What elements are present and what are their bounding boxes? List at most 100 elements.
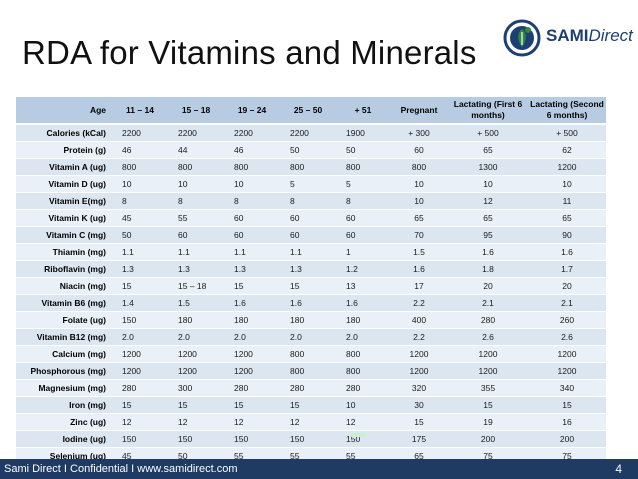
table-cell: 280 — [336, 379, 390, 397]
table-cell: 1.3 — [168, 260, 224, 278]
rda-table: Age 11 – 14 15 – 18 19 – 24 25 – 50 + 51 Pregn… — [16, 97, 606, 465]
table-cell: 10 — [224, 175, 280, 193]
table-cell: 17 — [390, 277, 448, 295]
table-cell: 11 — [528, 192, 606, 210]
decorative-mark — [350, 433, 366, 437]
table-cell: 10 — [336, 396, 390, 414]
table-row: Niacin (mg) 15 15 – 18 15 15 13 17 20 20 — [16, 277, 606, 295]
table-row: Thiamin (mg) 1.1 1.1 1.1 1.1 1 1.5 1.6 1.6 — [16, 243, 606, 261]
table-row: Folate (ug) 150 180 180 180 180 400 280 260 — [16, 311, 606, 329]
table-cell: 800 — [280, 345, 336, 363]
row-label: Thiamin (mg) — [16, 243, 112, 261]
table-cell: 2200 — [280, 124, 336, 142]
table-cell: 60 — [224, 209, 280, 227]
table-row: Vitamin C (mg) 50 60 60 60 60 70 95 90 — [16, 226, 606, 244]
table-row: Phosphorous (mg) 1200 1200 1200 800 800 1200 12… — [16, 362, 606, 380]
table-cell: 46 — [112, 141, 168, 159]
table-cell: 280 — [112, 379, 168, 397]
table-cell: 62 — [528, 141, 606, 159]
table-cell: 12 — [448, 192, 528, 210]
table-row: Protein (g) 46 44 46 50 50 60 65 62 — [16, 141, 606, 159]
row-label: Folate (ug) — [16, 311, 112, 329]
table-cell: 10 — [528, 175, 606, 193]
table-cell: + 500 — [448, 124, 528, 142]
table-cell: 800 — [390, 158, 448, 176]
table-cell: 15 — [390, 413, 448, 431]
column-header: + 51 — [336, 97, 390, 125]
table-cell: 70 — [390, 226, 448, 244]
table-cell: 8 — [224, 192, 280, 210]
table-cell: 2.6 — [528, 328, 606, 346]
table-cell: 15 — [280, 277, 336, 295]
table-cell: 200 — [528, 430, 606, 448]
table-cell: 65 — [528, 209, 606, 227]
table-row: Iron (mg) 15 15 15 15 10 30 15 15 — [16, 396, 606, 414]
row-label: Vitamin C (mg) — [16, 226, 112, 244]
table-cell: 800 — [112, 158, 168, 176]
table-cell: 800 — [168, 158, 224, 176]
table-cell: 1.6 — [336, 294, 390, 312]
table-cell: 10 — [112, 175, 168, 193]
table-cell: 1.5 — [390, 243, 448, 261]
table-cell: 1.8 — [448, 260, 528, 278]
table-cell: 800 — [336, 362, 390, 380]
table-cell: 1.6 — [448, 243, 528, 261]
table-cell: 1200 — [168, 345, 224, 363]
table-cell: 15 — [224, 396, 280, 414]
table-cell: 2.2 — [390, 328, 448, 346]
table-cell: 1200 — [224, 345, 280, 363]
logo-wordmark: SAMIDirect — [546, 26, 633, 46]
table-row: Vitamin E(mg) 8 8 8 8 8 10 12 11 — [16, 192, 606, 210]
page-number: 4 — [615, 462, 622, 476]
row-label: Protein (g) — [16, 141, 112, 159]
row-label: Riboflavin (mg) — [16, 260, 112, 278]
table-cell: 280 — [448, 311, 528, 329]
table-cell: 1200 — [112, 345, 168, 363]
table-row: Calories (kCal) 2200 2200 2200 2200 1900 + 300… — [16, 124, 606, 142]
table-cell: 300 — [168, 379, 224, 397]
table-cell: 2.0 — [112, 328, 168, 346]
table-row: Vitamin K (ug) 45 55 60 60 60 65 65 65 — [16, 209, 606, 227]
table-cell: 1200 — [390, 345, 448, 363]
table-cell: 55 — [168, 209, 224, 227]
table-cell: 1.5 — [168, 294, 224, 312]
table-cell: 46 — [224, 141, 280, 159]
table-cell: 280 — [224, 379, 280, 397]
table-cell: 2.0 — [224, 328, 280, 346]
table-row: Vitamin D (ug) 10 10 10 5 5 10 10 10 — [16, 175, 606, 193]
row-label: Vitamin B6 (mg) — [16, 294, 112, 312]
table-cell: 95 — [448, 226, 528, 244]
table-cell: 1900 — [336, 124, 390, 142]
table-cell: 10 — [390, 192, 448, 210]
table-cell: 1200 — [168, 362, 224, 380]
table-cell: 280 — [280, 379, 336, 397]
table-cell: 45 — [112, 209, 168, 227]
table-cell: 15 — [112, 277, 168, 295]
table-cell: 2200 — [112, 124, 168, 142]
row-label: Vitamin B12 (mg) — [16, 328, 112, 346]
column-header: Pregnant — [390, 97, 448, 125]
row-label: Vitamin D (ug) — [16, 175, 112, 193]
row-label: Vitamin A (ug) — [16, 158, 112, 176]
column-header: 15 – 18 — [168, 97, 224, 125]
table-cell: 60 — [390, 141, 448, 159]
table-cell: 1.2 — [336, 260, 390, 278]
table-cell: 15 — [280, 396, 336, 414]
table-cell: 10 — [168, 175, 224, 193]
table-cell: 340 — [528, 379, 606, 397]
table-row: Calcium (mg) 1200 1200 1200 800 800 1200 1200 12… — [16, 345, 606, 363]
table-cell: 1.6 — [224, 294, 280, 312]
table-cell: 15 — [112, 396, 168, 414]
logo-emblem-icon — [503, 19, 541, 57]
row-label: Magnesium (mg) — [16, 379, 112, 397]
table-cell: 12 — [224, 413, 280, 431]
table-cell: 1.6 — [390, 260, 448, 278]
table-cell: 2.2 — [390, 294, 448, 312]
table-cell: 12 — [336, 413, 390, 431]
footer-bar: Sami Direct I Confidential I www.samidir… — [0, 459, 638, 479]
table-cell: 180 — [280, 311, 336, 329]
table-cell: 12 — [168, 413, 224, 431]
table-cell: 20 — [528, 277, 606, 295]
table-cell: 1.4 — [112, 294, 168, 312]
table-cell: 16 — [528, 413, 606, 431]
